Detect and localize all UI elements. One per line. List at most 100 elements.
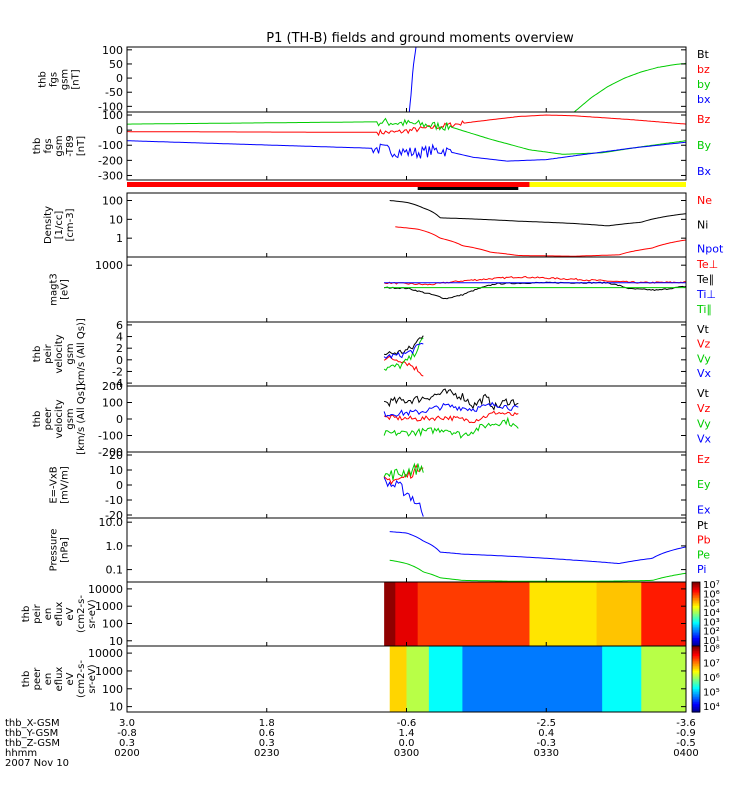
panel-data [384, 582, 686, 646]
panel-efield: 20 10 0 -10 -20 E=-VxB[mV/m] Ez Ey Ex [49, 449, 711, 522]
y-axis-label-line: (cm2-s- [76, 660, 87, 698]
y-axis-label-line: sr-eV) [87, 599, 98, 628]
ephemeris-value: 0.3 [259, 738, 275, 749]
colorbar-cell [692, 650, 700, 654]
y-tick-label: 20 [109, 449, 123, 462]
panel-frame [126, 111, 687, 181]
ephemeris-row-label: thb_Y-GSM [5, 728, 58, 739]
y-axis-label: thbpeirenefluxeV(cm2-s-sr-eV) [21, 595, 98, 633]
ephemeris-value: -0.3 [536, 738, 556, 749]
colorbar-cell [692, 708, 700, 711]
series-Vt [383, 388, 519, 411]
colorbar-cell [692, 633, 700, 636]
ephemeris-value: 0.6 [259, 728, 275, 739]
y-axis-label-line: gsm [54, 135, 65, 156]
colorbar-cell [692, 664, 700, 667]
y-tick-label: -100 [98, 139, 123, 152]
series-Ey [383, 462, 424, 481]
colorbar-label: 10¹ [703, 636, 720, 647]
colorbar-cell [692, 626, 700, 629]
y-tick-label: -2 [112, 365, 123, 378]
y-axis-label-line: sr-eV) [87, 664, 98, 693]
legend-entry: Pt [697, 519, 709, 532]
series-Te⊥ [383, 275, 686, 286]
legend-entry: bz [697, 63, 710, 76]
y-axis-label-line: -T89 [65, 135, 76, 157]
colorbar-cell [692, 682, 700, 685]
y-tick-label: 10.0 [99, 516, 124, 529]
y-tick-label: 0 [116, 72, 123, 85]
date-label: 2007 Nov 10 [5, 758, 69, 769]
panel-frame [126, 256, 687, 323]
colorbar-cell [692, 698, 700, 702]
y-tick-label: -100 [98, 100, 123, 113]
colorbar-cell [692, 606, 700, 609]
y-axis-label-line: eflux [54, 667, 65, 692]
legend-entry: Vt [697, 323, 710, 336]
y-tick-label: 10 [109, 635, 123, 648]
legend-entry: Ti⊥ [696, 288, 716, 301]
y-tick-label: 2 [116, 342, 123, 355]
panel-data [383, 335, 424, 377]
ephemeris-value: -0.9 [676, 728, 696, 739]
colorbar-label: 10⁷ [703, 580, 720, 591]
y-tick-label: 4 [116, 331, 123, 344]
colorbar-cell [692, 594, 700, 597]
y-tick-label: 100 [102, 683, 123, 696]
y-tick-label: 10 [109, 464, 123, 477]
y-axis-label-line: thb [38, 71, 49, 88]
colorbar-cell [692, 697, 700, 700]
colorbar-label: 10⁷ [703, 659, 720, 670]
colorbar-label: 10⁴ [703, 702, 720, 713]
colorbar-cell [692, 683, 700, 687]
colorbar-cell [692, 690, 700, 693]
colorbar-cell [692, 641, 700, 644]
colorbar-cell [692, 634, 700, 637]
colorbar-cell [692, 639, 700, 642]
y-axis-label-line: peer [43, 407, 54, 431]
colorbar-cell [692, 593, 700, 596]
y-tick-label: 0.1 [106, 564, 124, 577]
y-tick-label: 10000 [88, 583, 123, 596]
y-axis-label-line: thb [21, 671, 32, 688]
colorbar-cell [692, 622, 700, 625]
y-axis-label: thbfgsgsm-T89[nT] [32, 135, 87, 157]
colorbar-cell [692, 617, 700, 620]
y-axis-label-line: [mV/m] [60, 466, 71, 504]
y-axis-label-line: magt3 [49, 273, 60, 306]
legend-entry: Te∥ [696, 273, 714, 286]
legend-entry: Bx [697, 165, 712, 178]
colorbar-cell [692, 601, 700, 604]
colorbar-label: 10² [703, 627, 720, 638]
colorbar-cell [692, 585, 700, 588]
ephemeris-value: 0200 [114, 748, 139, 759]
colorbar-cell [692, 660, 700, 664]
ephemeris-value: 1.8 [259, 718, 275, 729]
ephemeris-value: -0.8 [117, 728, 137, 739]
panel-temperature: 1000 magt3[eV] Te⊥ Te∥ Ti⊥ Ti∥ [49, 256, 718, 323]
panel-frame [126, 517, 687, 583]
colorbar-cell [692, 609, 700, 612]
ephemeris-value: 0400 [673, 748, 698, 759]
y-tick-label: 100 [102, 617, 123, 630]
y-axis-label-line: [km/s (All Qs)] [76, 318, 87, 390]
y-tick-label: 0 [116, 124, 123, 137]
y-tick-label: -4 [112, 377, 123, 390]
y-axis-label-line: [eV] [60, 279, 71, 300]
colorbar-cell [692, 618, 700, 621]
colorbar-cell [692, 670, 700, 673]
colorbar-cell [692, 703, 700, 706]
colorbar-cell [692, 602, 700, 605]
y-axis-label: thbpeerenefluxeV(cm2-s-sr-eV) [21, 660, 98, 698]
panel-density: 100 10 1 Density[1/cc][cm-3] Ne Ni Npot [43, 192, 724, 258]
y-tick-label: 1000 [95, 665, 123, 678]
y-axis-label-line: fgs [49, 72, 60, 87]
colorbar-cell [692, 655, 700, 659]
spectrogram-block [428, 646, 463, 712]
y-axis-label-line: Density [43, 206, 54, 244]
y-axis-label-line: thb [32, 411, 43, 428]
colorbar-cell [692, 680, 700, 683]
